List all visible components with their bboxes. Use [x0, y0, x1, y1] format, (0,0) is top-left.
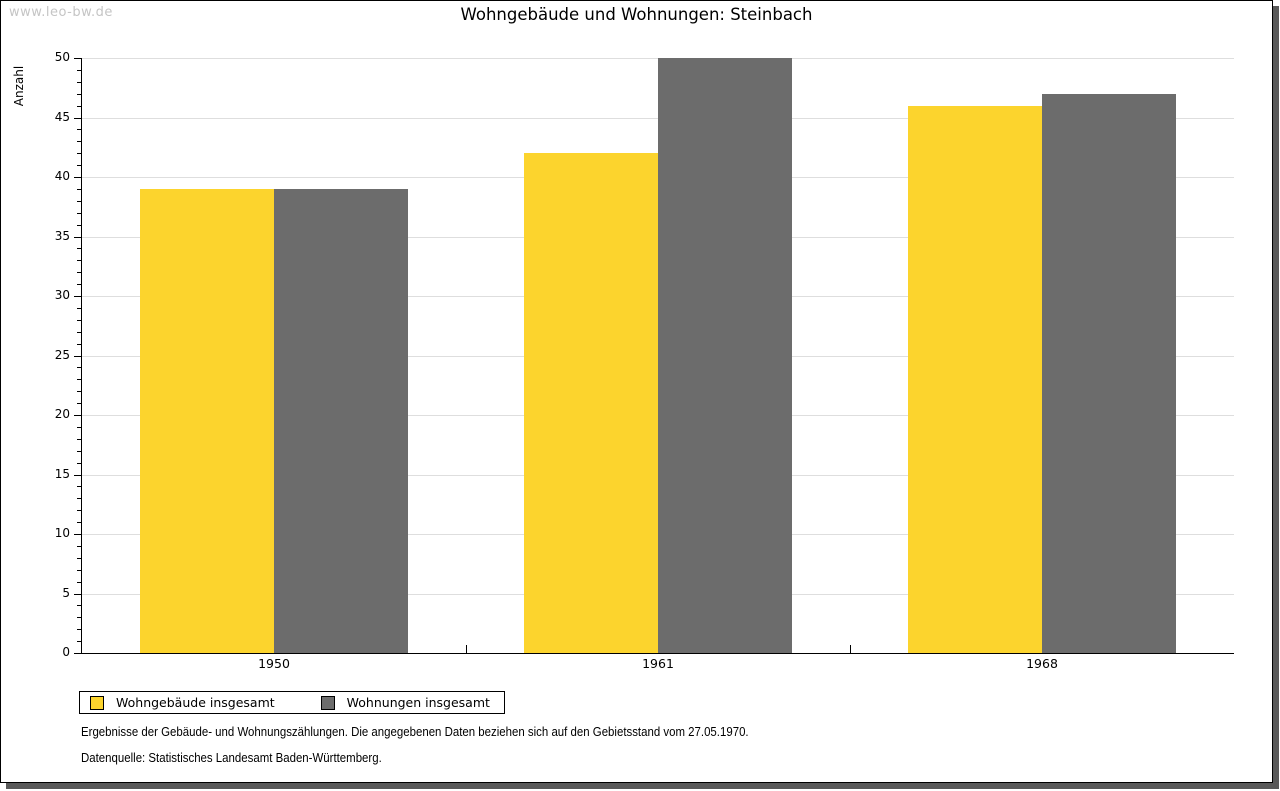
y-tick-minor-44	[77, 129, 81, 131]
y-tick-minor-17	[77, 450, 81, 452]
y-tick-minor-6	[77, 581, 81, 583]
y-tick-minor-38	[77, 200, 81, 202]
bar-wohngeb-ude-insgesamt-1961	[524, 153, 658, 653]
y-tick-label-20: 20	[54, 407, 70, 421]
y-tick-label-5: 5	[62, 585, 70, 600]
y-tick-minor-4	[77, 605, 81, 607]
y-axis-title: Anzahl	[12, 65, 26, 107]
y-tick-minor-19	[77, 426, 81, 428]
y-tick-minor-41	[77, 165, 81, 167]
y-tick-minor-39	[77, 188, 81, 190]
y-tick-minor-16	[77, 462, 81, 464]
y-tick-minor-32	[77, 272, 81, 274]
footnote-source-note: Ergebnisse der Gebäude- und Wohnungszähl…	[81, 724, 749, 739]
legend-entry-2: Wohnungen insgesamt	[320, 695, 490, 710]
y-tick-label-35: 35	[54, 228, 70, 243]
y-tick-minor-11	[77, 522, 81, 524]
y-tick-minor-42	[77, 153, 81, 155]
y-tick-major-5	[74, 593, 81, 595]
y-tick-major-35	[74, 236, 81, 238]
y-tick-minor-8	[77, 557, 81, 559]
bar-wohnungen-insgesamt-1950	[274, 188, 408, 653]
y-tick-label-40: 40	[54, 169, 70, 183]
x-tick-label-1968: 1968	[1026, 656, 1058, 671]
y-tick-minor-3	[77, 617, 81, 619]
legend-label-2: Wohnungen insgesamt	[346, 695, 490, 710]
y-tick-major-25	[74, 355, 81, 357]
y-tick-minor-33	[77, 260, 81, 262]
y-tick-minor-9	[77, 545, 81, 547]
y-tick-minor-26	[77, 343, 81, 345]
y-tick-major-10	[74, 534, 81, 535]
y-tick-minor-46	[77, 105, 81, 107]
legend-swatch-2	[320, 695, 335, 710]
y-tick-minor-22	[77, 391, 81, 393]
legend-swatch-1	[90, 695, 104, 710]
x-boundary-tick-2	[850, 645, 851, 653]
y-tick-label-15: 15	[54, 466, 70, 481]
y-tick-minor-31	[77, 284, 81, 286]
bar-wohnungen-insgesamt-1968	[1042, 93, 1176, 653]
y-tick-minor-28	[77, 319, 81, 321]
y-tick-label-0: 0	[62, 645, 70, 659]
y-tick-minor-37	[77, 212, 81, 214]
y-tick-minor-47	[77, 93, 81, 95]
legend-box: Wohngebäude insgesamt Wohnungen insgesamt	[79, 691, 505, 714]
y-tick-minor-24	[77, 367, 81, 369]
plot-area: 0 5 10 15 20 25 30 35 40 45 50 1950 1961 1968	[55, 50, 1234, 671]
y-tick-minor-34	[77, 248, 81, 250]
y-tick-minor-23	[77, 379, 81, 381]
y-tick-minor-13	[77, 498, 81, 500]
y-tick-minor-49	[77, 69, 81, 71]
chart-title: Wohngebäude und Wohnungen: Steinbach	[460, 5, 813, 24]
bar-wohngeb-ude-insgesamt-1968	[908, 105, 1042, 653]
y-tick-minor-29	[77, 307, 81, 309]
y-tick-label-25: 25	[54, 347, 70, 362]
y-tick-minor-7	[77, 569, 81, 571]
y-tick-minor-1	[77, 641, 81, 643]
y-tick-minor-36	[77, 224, 81, 226]
y-tick-major-15	[74, 474, 81, 476]
y-tick-major-45	[74, 117, 81, 119]
y-tick-minor-14	[77, 486, 81, 488]
y-tick-major-30	[74, 296, 81, 297]
y-tick-minor-12	[77, 510, 81, 512]
bar-wohnungen-insgesamt-1961	[658, 58, 792, 653]
footnote-data-source: Datenquelle: Statistisches Landesamt Bad…	[81, 750, 382, 765]
y-tick-label-50: 50	[54, 50, 70, 64]
watermark-text: www.leo-bw.de	[9, 5, 113, 20]
y-tick-minor-18	[77, 438, 81, 440]
y-tick-minor-48	[77, 81, 81, 83]
y-tick-label-45: 45	[54, 109, 70, 124]
y-tick-major-0	[74, 653, 81, 654]
y-tick-minor-27	[77, 331, 81, 333]
legend-label-1: Wohngebäude insgesamt	[116, 695, 275, 710]
bar-wohngeb-ude-insgesamt-1950	[140, 188, 274, 653]
y-tick-major-20	[74, 415, 81, 416]
legend-entry-1: Wohngebäude insgesamt	[90, 695, 275, 710]
y-tick-label-30: 30	[54, 288, 70, 302]
x-tick-label-1961: 1961	[642, 656, 674, 671]
y-tick-label-10: 10	[54, 526, 70, 540]
y-tick-minor-43	[77, 141, 81, 143]
y-tick-minor-2	[77, 629, 81, 631]
y-tick-major-50	[74, 58, 81, 59]
y-tick-minor-21	[77, 403, 81, 405]
x-boundary-tick-1	[466, 645, 467, 653]
y-tick-major-40	[74, 177, 81, 178]
x-tick-label-1950: 1950	[258, 656, 290, 671]
